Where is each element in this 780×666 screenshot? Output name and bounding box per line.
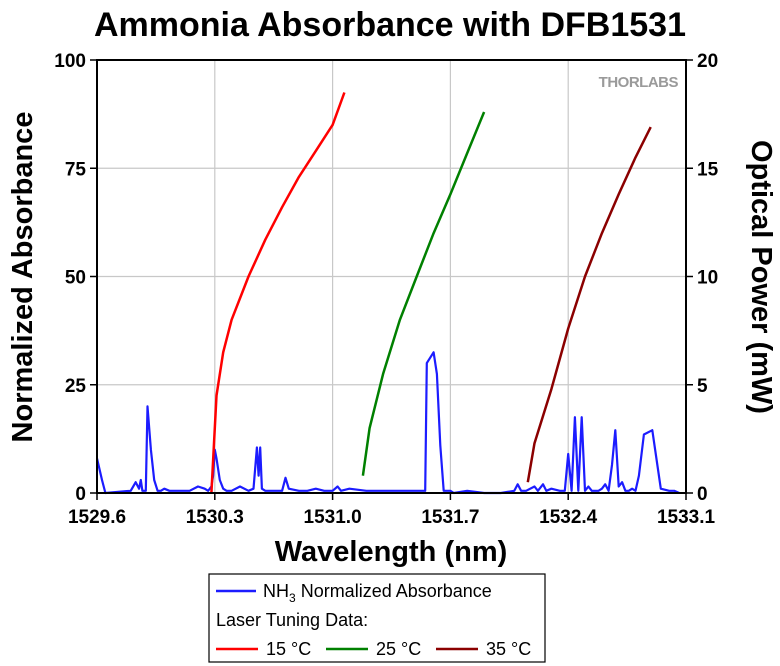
y-axis-right-title: Optical Power (mW) xyxy=(745,140,777,414)
x-axis-title: Wavelength (nm) xyxy=(275,536,508,568)
x-tick-label: 1529.6 xyxy=(68,507,126,528)
series-line-absorbance xyxy=(95,351,680,495)
y-left-tick-label: 100 xyxy=(54,51,86,72)
y-right-tick-label: 10 xyxy=(697,268,718,289)
y-right-tick-label: 5 xyxy=(697,376,708,397)
legend-label-subscript: 3 xyxy=(289,591,296,605)
y-left-tick-label: 25 xyxy=(65,376,87,397)
y-right-tick-label: 15 xyxy=(697,159,719,180)
y-axis-left-title: Normalized Absorbance xyxy=(7,112,39,443)
x-tick-label: 1530.3 xyxy=(186,507,244,528)
logo-text: THORLABS xyxy=(599,74,679,91)
chart-title: Ammonia Absorbance with DFB1531 xyxy=(94,6,686,44)
x-axis: 1529.6 1530.3 1531.0 1531.7 1532.4 1533.1 xyxy=(68,493,716,528)
legend-label-prefix: NH xyxy=(263,581,289,601)
y-left-tick-label: 0 xyxy=(75,484,86,505)
y-right-tick-label: 20 xyxy=(697,51,718,72)
legend-tuning-entries: 15 °C 25 °C 35 °C xyxy=(216,639,531,659)
legend-label-absorbance: NH3 Normalized Absorbance xyxy=(263,581,492,605)
legend: NH3 Normalized Absorbance Laser Tuning D… xyxy=(208,573,546,663)
y-left-tick-label: 50 xyxy=(65,268,86,289)
x-tick-label: 1533.1 xyxy=(657,507,716,528)
series-line-tuning-3 xyxy=(526,126,652,483)
x-tick-label: 1532.4 xyxy=(539,507,598,528)
series-layer xyxy=(95,92,680,495)
y-left-tick-label: 75 xyxy=(65,159,87,180)
legend-box xyxy=(208,573,546,663)
series-line-tuning-1 xyxy=(210,92,346,494)
x-tick-label: 1531.7 xyxy=(421,507,479,528)
series-line-tuning-2 xyxy=(361,111,486,476)
legend-label-tuning-1: 15 °C xyxy=(266,639,311,659)
y-right-tick-label: 0 xyxy=(697,484,708,505)
legend-label-suffix: Normalized Absorbance xyxy=(296,581,492,601)
x-tick-label: 1531.0 xyxy=(304,507,362,528)
legend-label-tuning-3: 35 °C xyxy=(486,639,531,659)
y-axis-right: 0 5 10 15 20 xyxy=(686,51,719,505)
thorlabs-logo: THORLABS xyxy=(599,74,679,91)
y-axis-left: 0 25 50 75 100 xyxy=(54,51,97,505)
legend-label-tuning-2: 25 °C xyxy=(376,639,421,659)
plot-area: THORLABS xyxy=(95,59,687,495)
legend-tuning-heading: Laser Tuning Data: xyxy=(216,610,368,630)
